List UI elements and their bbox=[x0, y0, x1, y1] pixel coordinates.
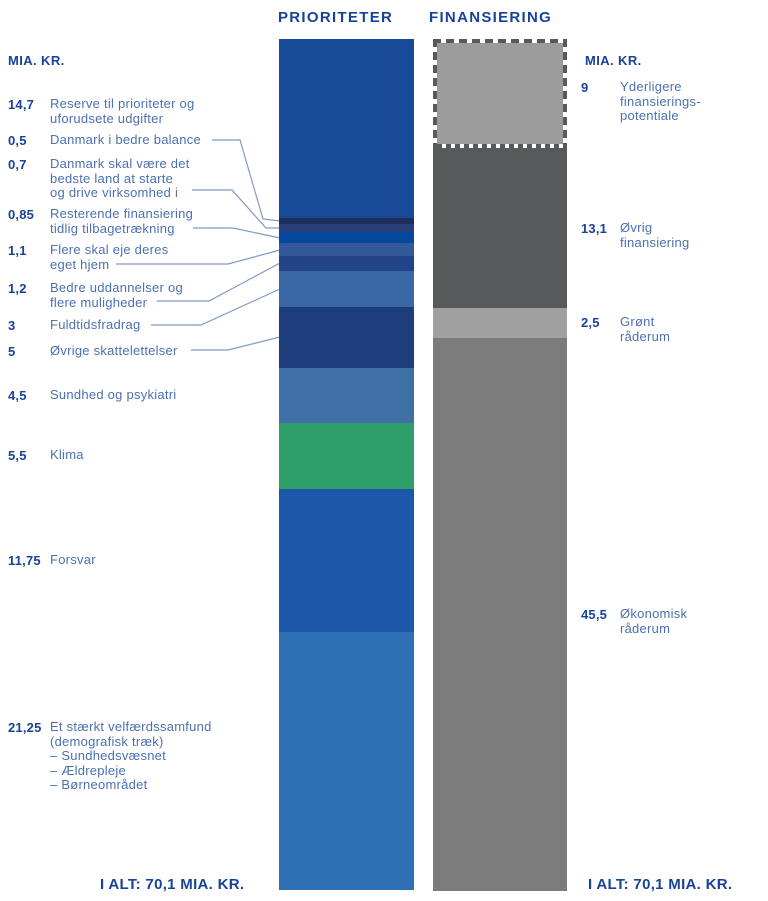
segment-value: 1,1 bbox=[8, 243, 27, 258]
segment-value: 1,2 bbox=[8, 281, 27, 296]
segment-label: Øvrig finansiering bbox=[620, 220, 690, 250]
segment-label: Klima bbox=[50, 447, 84, 462]
segment-value: 0,5 bbox=[8, 133, 27, 148]
segment-value: 45,5 bbox=[581, 607, 608, 622]
bar-segment bbox=[279, 307, 414, 368]
bar-segment bbox=[433, 148, 567, 308]
bar-segment bbox=[279, 632, 414, 891]
segment-value: 4,5 bbox=[8, 388, 27, 403]
dashed-border-edge bbox=[433, 39, 567, 43]
segment-value: 0,85 bbox=[8, 207, 35, 222]
dashed-border-edge bbox=[433, 39, 437, 149]
segment-label: Danmark i bedre balance bbox=[50, 132, 201, 147]
bar-segment bbox=[279, 367, 414, 423]
segment-label: Forsvar bbox=[50, 552, 96, 567]
total-right: I ALT: 70,1 MIA. KR. bbox=[588, 876, 733, 893]
leader-line bbox=[192, 189, 280, 229]
segment-value: 11,75 bbox=[8, 553, 41, 568]
bar-segment bbox=[279, 39, 414, 218]
segment-value: 9 bbox=[581, 80, 589, 95]
segment-value: 14,7 bbox=[8, 97, 35, 112]
leader-line bbox=[212, 139, 281, 222]
segment-label: Resterende finansiering tidlig tilbagetræ… bbox=[50, 206, 194, 236]
bar-segment bbox=[279, 255, 414, 271]
bar-segment bbox=[433, 39, 567, 149]
dashed-border-edge bbox=[563, 39, 567, 149]
segment-label: Grønt råderum bbox=[620, 314, 671, 344]
bar-segment bbox=[279, 232, 414, 243]
dashed-border-edge bbox=[433, 144, 567, 149]
segment-value: 5,5 bbox=[8, 448, 27, 463]
leader-line bbox=[193, 227, 281, 239]
segment-label: Øvrige skattelettelser bbox=[50, 343, 178, 358]
segment-value: 13,1 bbox=[581, 221, 608, 236]
segment-value: 2,5 bbox=[581, 315, 600, 330]
segment-value: 21,25 bbox=[8, 720, 42, 735]
segment-label: Økonomisk råderum bbox=[620, 606, 688, 636]
bar-segment bbox=[279, 217, 414, 224]
column-header-prioriteter: PRIORITETER bbox=[278, 9, 394, 26]
segment-value: 5 bbox=[8, 344, 16, 359]
bar-segment bbox=[279, 489, 414, 633]
segment-label: Yderligere finansierings-potentiale bbox=[620, 79, 701, 123]
prioriteter-stacked-bar bbox=[279, 39, 414, 891]
finansiering-stacked-bar bbox=[433, 39, 567, 891]
bar-segment bbox=[433, 307, 567, 338]
segment-value: 0,7 bbox=[8, 157, 27, 172]
segment-label: Fuldtidsfradrag bbox=[50, 317, 141, 332]
segment-label: Flere skal eje deres eget hjem bbox=[50, 242, 169, 272]
segment-value: 3 bbox=[8, 318, 16, 333]
segment-label: Bedre uddannelser og flere muligheder bbox=[50, 280, 183, 310]
column-header-finansiering: FINANSIERING bbox=[429, 9, 553, 26]
axis-unit-left: MIA. KR. bbox=[8, 53, 65, 68]
segment-label: Danmark skal være det bedste land at star… bbox=[50, 156, 190, 200]
total-left: I ALT: 70,1 MIA. KR. bbox=[100, 876, 245, 893]
axis-unit-right: MIA. KR. bbox=[585, 53, 642, 68]
bar-segment bbox=[433, 337, 567, 891]
bar-segment bbox=[279, 422, 414, 490]
segment-label: Et stærkt velfærdssamfund (demografisk tr… bbox=[50, 719, 212, 792]
bar-segment bbox=[279, 242, 414, 256]
segment-label: Reserve til prioriteter og uforudsete udg… bbox=[50, 96, 195, 126]
bar-segment bbox=[279, 223, 414, 233]
bar-segment bbox=[279, 270, 414, 308]
leader-line bbox=[191, 336, 281, 351]
segment-label: Sundhed og psykiatri bbox=[50, 387, 177, 402]
